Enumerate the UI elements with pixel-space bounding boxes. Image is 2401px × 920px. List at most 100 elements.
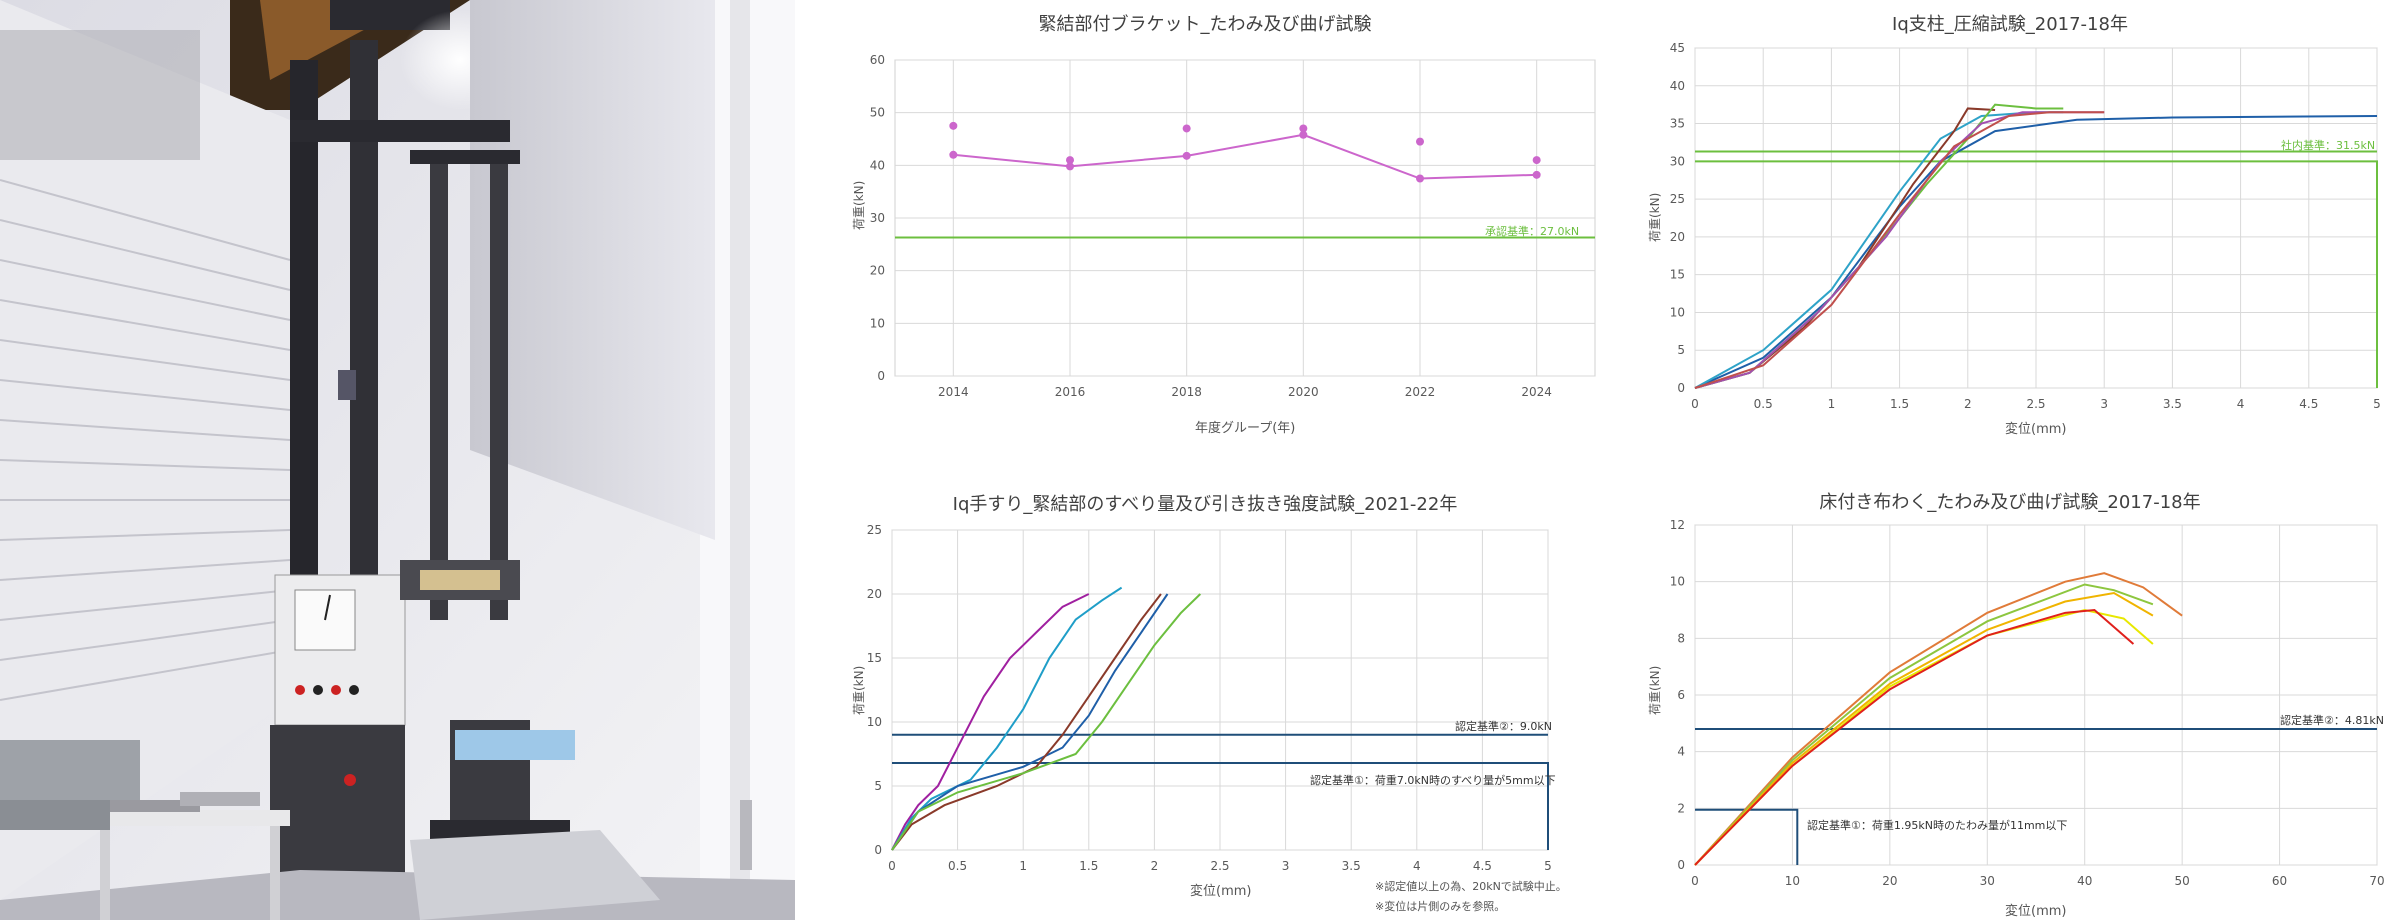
x-tick-label: 1.5	[1890, 397, 1909, 411]
y-tick-label: 25	[1670, 192, 1685, 206]
series-line-1	[891, 593, 1090, 851]
x-tick-label: 5	[2373, 397, 2381, 411]
x-tick-label: 4	[1413, 859, 1421, 873]
reference2-label: 認定基準①：荷重1.95kN時のたわみ量が11mm以下	[1807, 819, 2068, 832]
support-chart-panel: Iq支柱_圧縮試験_2017-18年 0 5 10 15 20 25 30 35 40 45 0 0.…	[1635, 0, 2401, 450]
y-tick-label: 8	[1677, 631, 1685, 645]
data-series-line	[953, 133, 1537, 180]
y-tick-label: 4	[1677, 745, 1685, 759]
y-tick-label: 0	[1677, 858, 1685, 872]
data-point	[1299, 124, 1308, 133]
data-point	[1416, 137, 1424, 146]
y-tick-label: 60	[870, 53, 885, 67]
x-axis-label: 変位(mm)	[1190, 884, 1252, 899]
series-line-1	[1694, 572, 2183, 866]
floor-frame-chart-panel: 床付き布わく_たわみ及び曲げ試験_2017-18年 0 2 4 6 8 10 12 0 10 20…	[1635, 470, 2401, 920]
series-line-5	[891, 593, 1202, 851]
x-tick-label: 40	[2077, 874, 2092, 888]
bracket-chart-panel: 緊結部付ブラケット_たわみ及び曲げ試験 0 10 20 30 40 50 60 2014 201…	[835, 0, 1615, 450]
x-tick-label: 2022	[1405, 385, 1436, 399]
y-tick-label: 20	[870, 264, 885, 278]
x-tick-label: 2020	[1288, 385, 1319, 399]
x-tick-label: 4	[2237, 397, 2245, 411]
handrail-chart: 0 5 10 15 20 25 0 0.5 1 1.5 2 2.5 3 3.5 4 4.5 5	[867, 523, 1552, 873]
x-axis-label: 変位(mm)	[2005, 904, 2067, 919]
y-tick-label: 40	[1670, 79, 1685, 93]
data-point	[949, 150, 958, 159]
y-axis-label: 荷重(kN)	[1648, 665, 1662, 715]
x-tick-label: 3.5	[2163, 397, 2182, 411]
reference-line-2	[892, 761, 1549, 850]
y-tick-label: 10	[1670, 305, 1685, 319]
x-axis-label: 年度グループ(年)	[1195, 421, 1296, 436]
series-line-3	[1694, 591, 2154, 866]
x-tick-label: 3.5	[1342, 859, 1361, 873]
x-tick-label: 2.5	[1210, 859, 1229, 873]
y-tick-label: 30	[1670, 154, 1685, 168]
x-tick-label: 2018	[1171, 385, 1202, 399]
y-axis-label: 荷重(kN)	[852, 180, 866, 230]
x-tick-label: 1	[1828, 397, 1836, 411]
reference-label: 社内基準：31.5kN	[2281, 139, 2376, 152]
y-tick-label: 35	[1670, 117, 1685, 131]
x-tick-label: 2024	[1521, 385, 1552, 399]
data-point	[1532, 170, 1541, 179]
data-point	[1066, 162, 1074, 171]
x-tick-label: 2016	[1055, 385, 1086, 399]
x-tick-label: 20	[1882, 874, 1897, 888]
x-tick-label: 0.5	[1754, 397, 1773, 411]
y-tick-label: 6	[1677, 688, 1685, 702]
reference-line-2	[1695, 808, 1799, 865]
data-point	[1299, 130, 1308, 139]
chart-title: Iq支柱_圧縮試験_2017-18年	[1892, 14, 2128, 35]
x-tick-label: 0	[1691, 397, 1699, 411]
x-tick-label: 0	[1691, 874, 1699, 888]
series-line-4	[891, 593, 1162, 851]
chart-title: 緊結部付ブラケット_たわみ及び曲げ試験	[1038, 14, 1372, 35]
x-tick-label: 1.5	[1079, 859, 1098, 873]
chart-title: 床付き布わく_たわみ及び曲げ試験_2017-18年	[1819, 492, 2201, 513]
y-tick-label: 0	[1677, 381, 1685, 395]
x-tick-label: 5	[1544, 859, 1552, 873]
y-tick-label: 5	[874, 779, 882, 793]
x-tick-label: 30	[1980, 874, 1995, 888]
y-tick-label: 40	[870, 158, 885, 172]
support-chart: 0 5 10 15 20 25 30 35 40 45 0 0.5 1 1.5 2 2.5 3 3.5 4 4.5 5	[1670, 41, 2381, 411]
data-point	[1066, 156, 1074, 165]
chart-title: Iq手すり_緊結部のすべり量及び引き抜き強度試験_2021-22年	[952, 494, 1458, 515]
x-axis-label: 変位(mm)	[2005, 422, 2067, 437]
data-point	[1182, 151, 1191, 160]
y-tick-label: 5	[1677, 343, 1685, 357]
x-tick-label: 1	[1019, 859, 1027, 873]
y-tick-label: 15	[1670, 268, 1685, 282]
y-axis-label: 荷重(kN)	[852, 665, 866, 715]
handrail-chart-panel: Iq手すり_緊結部のすべり量及び引き抜き強度試験_2021-22年 0 5 10 15…	[835, 470, 1615, 920]
y-tick-label: 10	[1670, 575, 1685, 589]
y-tick-label: 30	[870, 211, 885, 225]
x-tick-label: 2	[1151, 859, 1159, 873]
y-tick-label: 0	[874, 843, 882, 857]
y-tick-label: 2	[1677, 801, 1685, 815]
y-tick-label: 12	[1670, 518, 1685, 532]
bracket-chart: 0 10 20 30 40 50 60 2014 2016 2018 2020 2022 2024	[870, 53, 1596, 399]
x-tick-label: 2.5	[2026, 397, 2045, 411]
series-line-4	[1694, 103, 2064, 389]
x-tick-label: 4.5	[2299, 397, 2318, 411]
data-point	[1532, 156, 1541, 165]
series-line-3	[891, 593, 1169, 851]
x-tick-label: 60	[2272, 874, 2287, 888]
series-line-5	[1694, 111, 2105, 389]
reference-label: 認定基準②：4.81kN	[2280, 714, 2384, 727]
y-axis-label: 荷重(kN)	[1648, 192, 1662, 242]
x-tick-label: 3	[2100, 397, 2108, 411]
testing-machine-photo	[0, 0, 795, 920]
series-line-2	[1694, 583, 2154, 866]
x-tick-label: 70	[2369, 874, 2384, 888]
x-tick-label: 3	[1282, 859, 1290, 873]
x-tick-label: 4.5	[1473, 859, 1492, 873]
y-tick-label: 25	[867, 523, 882, 537]
note-2: ※変位は片側のみを参照。	[1375, 900, 1506, 913]
y-tick-label: 10	[870, 316, 885, 330]
series-line-5	[1694, 608, 2135, 866]
y-tick-label: 50	[870, 106, 885, 120]
